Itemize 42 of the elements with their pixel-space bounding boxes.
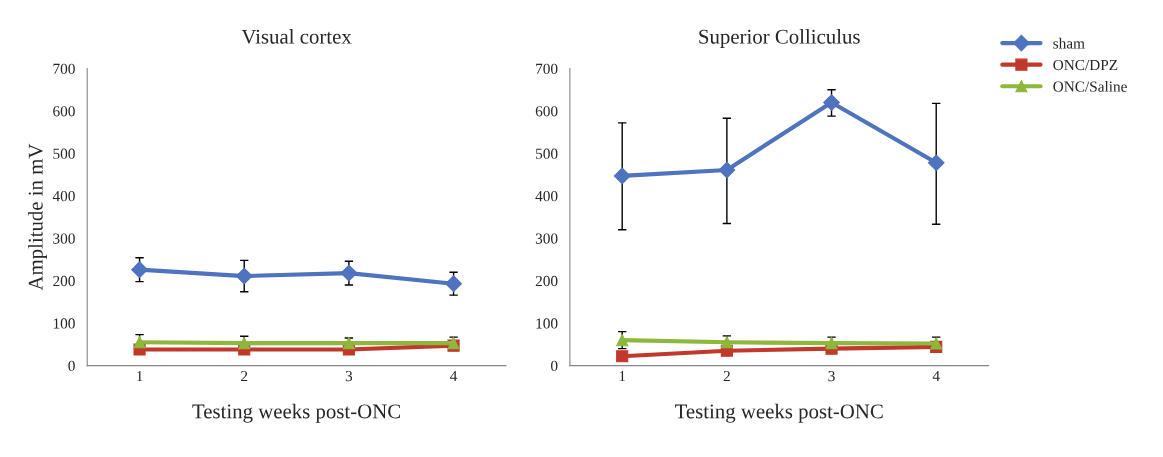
point bbox=[340, 264, 358, 282]
y-tick-label: 600 bbox=[53, 106, 75, 117]
y-tick-label: 500 bbox=[53, 148, 75, 159]
legend-label: sham bbox=[1053, 37, 1085, 49]
point bbox=[616, 334, 629, 347]
x-tick-label: 2 bbox=[241, 370, 248, 382]
x-axis-title: Testing weeks post-ONC bbox=[192, 403, 400, 423]
y-tick-label: 300 bbox=[53, 233, 75, 244]
y-tick-label: 400 bbox=[52, 191, 75, 202]
x-tick-label: 4 bbox=[932, 371, 940, 382]
chart-title: Visual cortex bbox=[241, 29, 352, 44]
point bbox=[445, 275, 462, 293]
y-tick-label: 500 bbox=[536, 148, 558, 159]
legend-label: ONC/DPZ bbox=[1053, 59, 1118, 71]
point bbox=[616, 350, 629, 363]
y-tick-label: 700 bbox=[536, 63, 558, 74]
y-tick-label: 100 bbox=[536, 318, 558, 329]
x-tick-label: 1 bbox=[137, 370, 143, 382]
y-tick-label: 700 bbox=[53, 63, 75, 74]
point bbox=[823, 94, 840, 111]
y-tick-label: 200 bbox=[535, 275, 558, 287]
point bbox=[613, 167, 631, 185]
x-tick-label: 1 bbox=[619, 370, 626, 382]
legend-label: ONC/Saline bbox=[1053, 81, 1127, 92]
chart-title: Superior Colliculus bbox=[699, 29, 860, 48]
x-tick-label: 3 bbox=[828, 370, 835, 382]
x-tick-label: 3 bbox=[345, 370, 353, 382]
y-axis-title: Amplitude in mV bbox=[28, 143, 47, 291]
y-tick-label: 600 bbox=[535, 106, 558, 117]
y-tick-label: 100 bbox=[53, 318, 75, 329]
x-tick-label: 2 bbox=[723, 370, 730, 382]
point bbox=[718, 161, 736, 179]
y-tick-label: 200 bbox=[53, 275, 75, 287]
point bbox=[235, 267, 253, 285]
x-axis-title: Testing weeks post-ONC bbox=[675, 403, 883, 423]
y-tick-label: 0 bbox=[68, 360, 75, 372]
point bbox=[927, 154, 945, 172]
x-tick-label: 4 bbox=[450, 371, 458, 382]
point bbox=[131, 261, 148, 279]
y-tick-label: 400 bbox=[535, 191, 558, 202]
y-tick-label: 300 bbox=[535, 233, 558, 244]
y-tick-label: 0 bbox=[551, 360, 558, 372]
